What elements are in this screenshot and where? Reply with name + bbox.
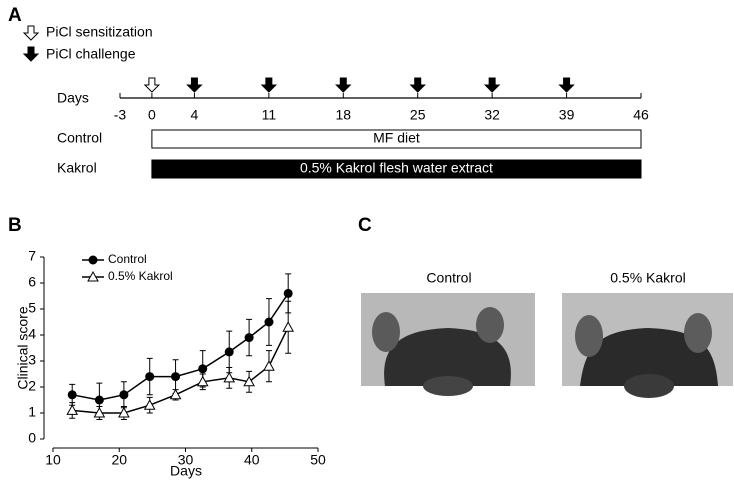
arrow <box>558 77 575 93</box>
axis-label: Days <box>57 90 89 106</box>
row-label: Kakrol <box>57 160 97 176</box>
tick-label: 32 <box>484 107 500 123</box>
legend-label: 0.5% Kakrol <box>108 269 173 283</box>
tick-label: 46 <box>633 107 649 123</box>
marker <box>94 395 104 405</box>
marker <box>264 317 274 327</box>
row-label: Control <box>57 130 102 146</box>
marker <box>244 333 254 343</box>
marker <box>118 406 130 418</box>
marker <box>66 404 79 415</box>
marker <box>196 375 209 387</box>
arrow <box>409 77 426 93</box>
arrow <box>335 77 352 93</box>
panel-label: B <box>8 215 22 236</box>
tick-label: -3 <box>114 107 127 123</box>
marker <box>119 390 129 400</box>
sensitization-icon <box>22 25 40 41</box>
tick-label: 39 <box>559 107 575 123</box>
x-tick-label: 10 <box>45 452 61 468</box>
photo-label: Control <box>426 270 471 286</box>
arrow <box>186 77 203 93</box>
marker <box>198 364 208 374</box>
marker <box>143 399 156 410</box>
tick-label: 25 <box>410 107 426 123</box>
row-text: 0.5% Kakrol flesh water extract <box>300 160 493 176</box>
legend-label: PiCl sensitization <box>46 24 153 40</box>
marker <box>283 288 293 298</box>
x-tick-label: 20 <box>111 452 127 468</box>
tick-label: 18 <box>335 107 351 123</box>
y-tick-label: 7 <box>28 248 36 264</box>
legend-marker <box>88 255 98 265</box>
arrow <box>260 77 278 93</box>
photo-label: 0.5% Kakrol <box>610 270 685 286</box>
photo <box>361 293 535 396</box>
tick-label: 0 <box>148 107 156 123</box>
y-tick-label: 4 <box>28 326 36 342</box>
marker <box>171 372 181 382</box>
photo <box>562 293 733 398</box>
series-line <box>72 326 289 414</box>
x-tick-label: 30 <box>178 452 194 468</box>
legend-label: PiCl challenge <box>46 46 136 62</box>
y-tick-label: 3 <box>28 352 36 368</box>
challenge-icon <box>22 46 40 62</box>
y-axis-label: Clinical score <box>15 306 31 389</box>
marker <box>67 390 77 400</box>
y-tick-label: 5 <box>28 300 36 316</box>
row-text: MF diet <box>373 130 420 146</box>
panel-label: C <box>358 215 372 236</box>
legend-label: Control <box>108 252 147 266</box>
marker <box>223 371 236 383</box>
panel-label: A <box>8 5 22 26</box>
marker <box>263 360 275 371</box>
legend-marker <box>87 270 99 282</box>
marker <box>224 347 234 357</box>
x-tick-label: 50 <box>310 452 326 468</box>
marker <box>93 406 106 418</box>
tick-label: 4 <box>191 107 199 123</box>
x-axis-label: Days <box>170 463 202 479</box>
marker <box>145 372 155 382</box>
row-bar <box>151 159 642 179</box>
marker <box>282 321 295 332</box>
marker <box>169 388 182 400</box>
arrow <box>143 77 161 93</box>
row-bar <box>151 129 642 149</box>
y-tick-label: 1 <box>28 404 36 420</box>
y-tick-label: 6 <box>28 274 36 290</box>
x-tick-label: 40 <box>244 452 260 468</box>
tick-label: 11 <box>262 107 277 123</box>
arrow <box>483 77 501 93</box>
y-tick-label: 0 <box>28 430 36 446</box>
marker <box>243 375 255 387</box>
series-line <box>72 292 289 401</box>
y-tick-label: 2 <box>28 378 36 394</box>
